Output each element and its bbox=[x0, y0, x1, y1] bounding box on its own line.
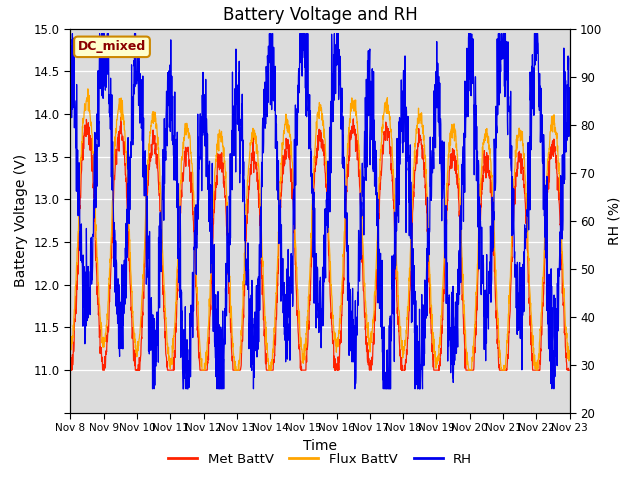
X-axis label: Time: Time bbox=[303, 439, 337, 453]
Y-axis label: Battery Voltage (V): Battery Voltage (V) bbox=[14, 154, 28, 288]
Text: DC_mixed: DC_mixed bbox=[78, 40, 146, 53]
Title: Battery Voltage and RH: Battery Voltage and RH bbox=[223, 6, 417, 24]
Y-axis label: RH (%): RH (%) bbox=[608, 197, 622, 245]
Legend: Met BattV, Flux BattV, RH: Met BattV, Flux BattV, RH bbox=[163, 447, 477, 471]
